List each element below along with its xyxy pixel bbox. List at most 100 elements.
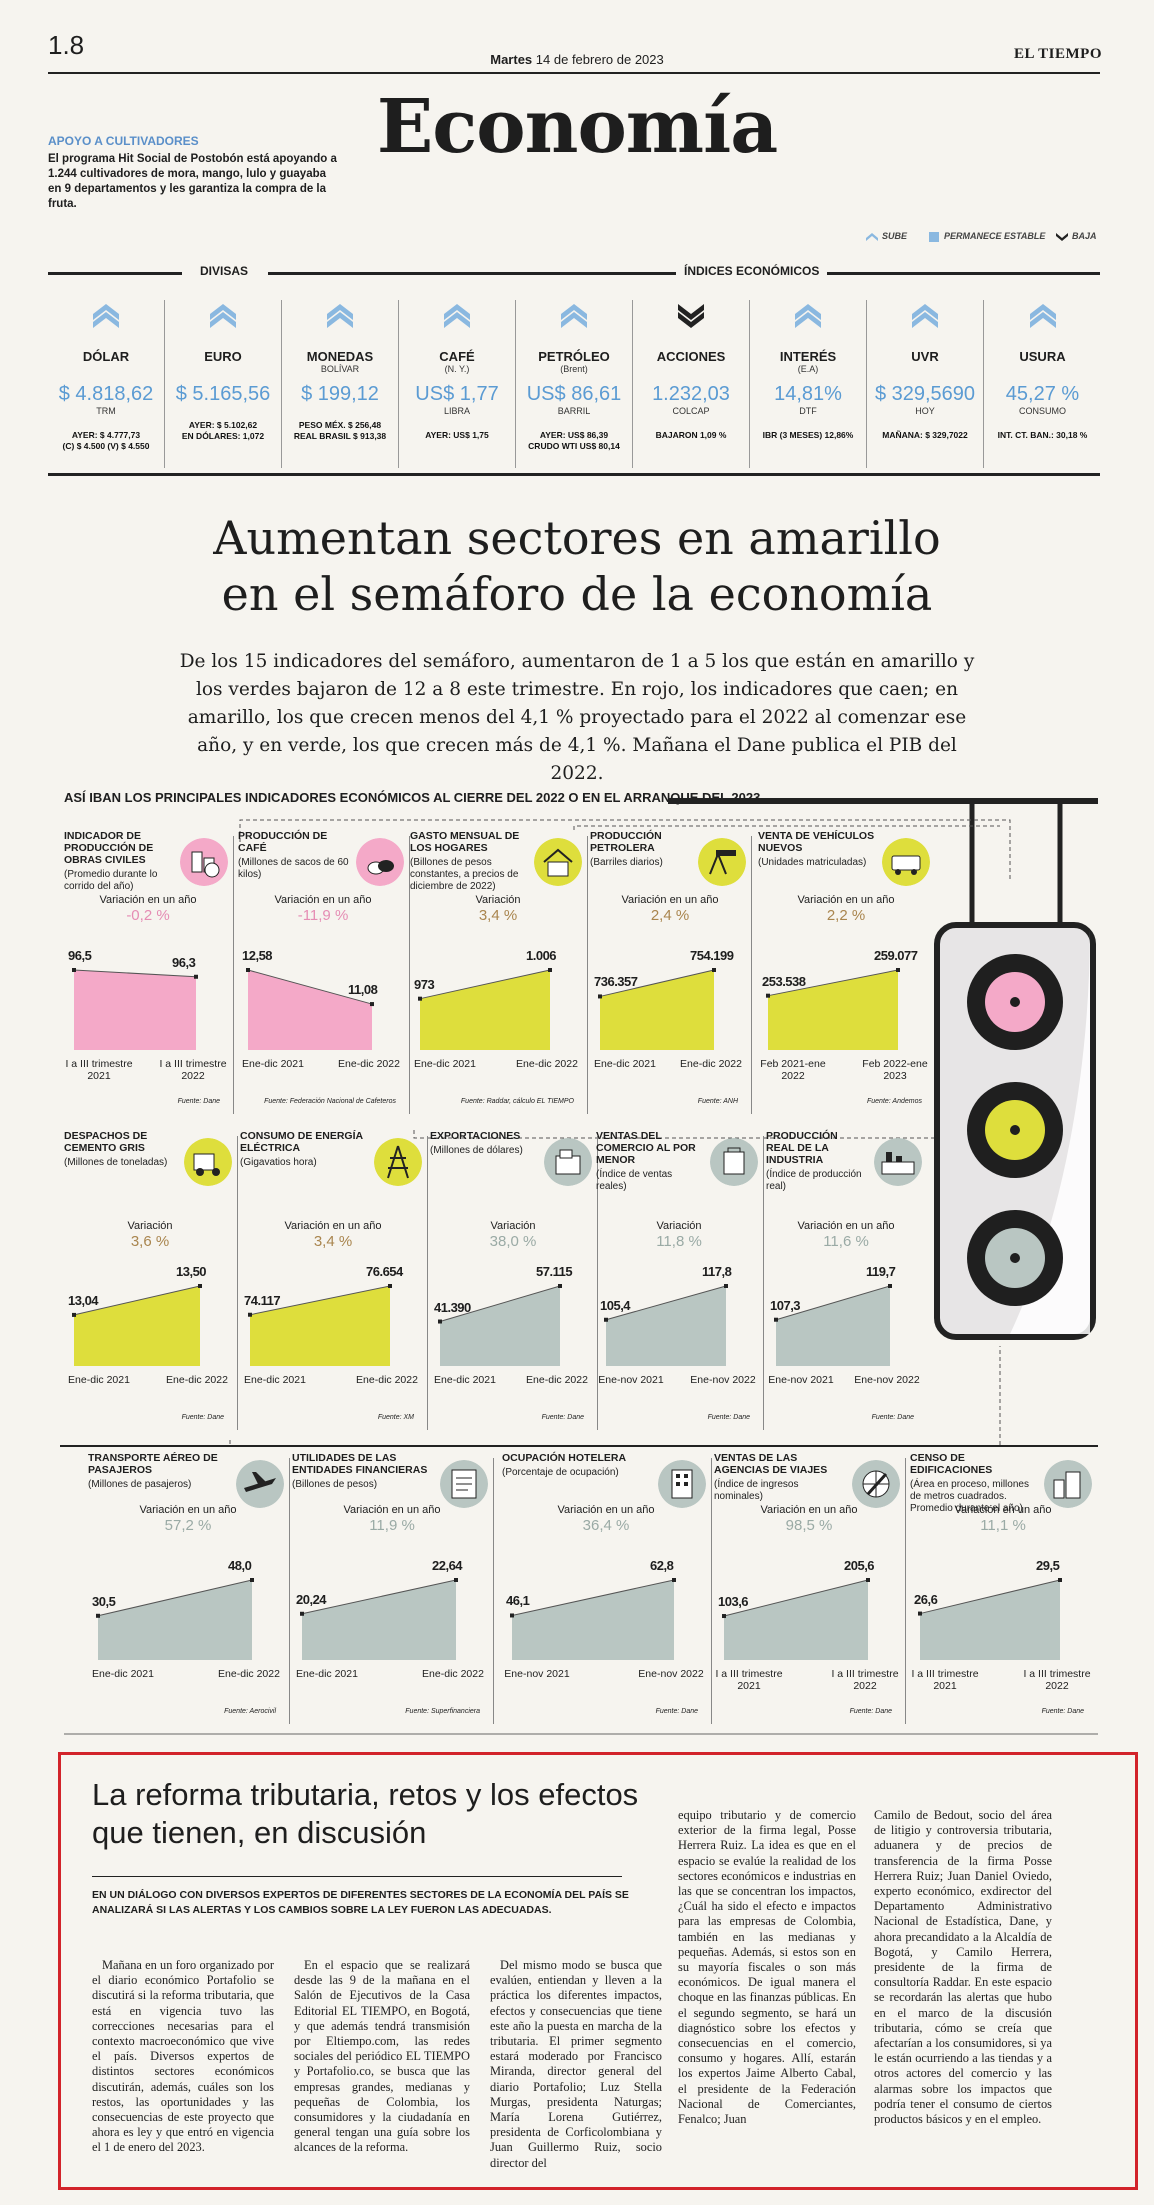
panel-source: Fuente: Superfinanciera (405, 1708, 480, 1715)
value-end-label: 119,7 (866, 1264, 896, 1279)
index-value: 45,27 % (1005, 383, 1080, 405)
point-start (604, 1317, 608, 1322)
variation-value: 3,4 % (313, 1233, 353, 1250)
indicator-area-chart (774, 1284, 892, 1366)
point-start (918, 1611, 922, 1616)
civil-works-icon (180, 838, 228, 886)
panel-source: Fuente: ANH (697, 1098, 738, 1105)
panel-divider (237, 1136, 238, 1430)
indicator-panel: VENTAS DE LAS AGENCIAS DE VIAJES (Índice … (714, 1452, 904, 1730)
panel-divider (233, 836, 234, 1114)
index-footnote: AYER: $ 4.777,73 (C) $ 4.500 (V) $ 4.550 (62, 430, 150, 451)
variation-label: Variación (127, 1220, 173, 1232)
index-name: CAFÉ (439, 349, 475, 364)
panel-subtitle: (Billones de pesos constantes, a precios… (410, 857, 519, 892)
value-end-label: 96,3 (172, 954, 196, 970)
x-label-start: Ene-dic 2021 (68, 1374, 130, 1386)
export-cargo-icon (544, 1138, 592, 1186)
x-label-end: Ene-nov 2022 (690, 1374, 756, 1386)
panel-source: Fuente: Dane (1041, 1708, 1084, 1715)
indicator-area-chart (96, 1578, 254, 1660)
x-label-end: I a III trimestre 2022 (159, 1058, 227, 1082)
up-arrow-icon (210, 304, 236, 328)
headline-line-2: en el semáforo de la economía (221, 567, 933, 621)
x-label-start: I a III trimestre 2021 (65, 1058, 133, 1082)
variation-label: Variación en un año (139, 1504, 237, 1516)
lamp-yellow-dot (1010, 1125, 1020, 1135)
bank-statement-icon (440, 1460, 488, 1508)
variation-value: -0,2 % (126, 907, 170, 924)
index-value: $ 329,5690 (874, 383, 976, 405)
x-label-end: Ene-dic 2022 (680, 1058, 742, 1070)
value-end-label: 1.006 (526, 948, 557, 963)
up-arrow-icon (561, 304, 587, 328)
indices-bottom-rule (48, 473, 1100, 476)
value-end-label: 11,08 (348, 982, 378, 998)
panel-subtitle: (Billones de pesos) (292, 1479, 378, 1490)
indicator-panel: VENTAS DEL COMERCIO AL POR MENOR (Índice … (596, 1130, 762, 1436)
date-rest: 14 de febrero de 2023 (535, 52, 664, 67)
article-column-2: En el espacio que se realizará desde las… (294, 1958, 470, 2155)
panel-subtitle: (Índice de ventas reales) (596, 1169, 673, 1192)
panel-subtitle: (Área en proceso, millones de metros cua… (910, 1479, 1029, 1514)
index-0: DÓLAR $ 4.818,62 TRM AYER: $ 4.777,73 (C) $ … (48, 300, 165, 468)
indicator-area-chart (722, 1578, 870, 1660)
variation-value: 98,5 % (785, 1517, 833, 1534)
point-end (896, 968, 900, 972)
panel-subtitle: (Millones de pasajeros) (88, 1479, 192, 1490)
panel-title: OCUPACIÓN HOTELERA (502, 1452, 627, 1464)
point-start (300, 1611, 304, 1616)
index-footnote: BAJARON 1,09 % (655, 430, 727, 440)
panel-source: Fuente: Dane (541, 1414, 584, 1421)
area-fill (512, 1580, 674, 1660)
index-name: EURO (204, 349, 242, 364)
panel-variation: Variación en un año 2,2 % (796, 894, 896, 923)
traffic-light-wires (60, 798, 1098, 1735)
index-unit: LIBRA (443, 406, 470, 416)
variation-label: Variación (656, 1220, 702, 1232)
value-end-label: 754.199 (690, 948, 734, 963)
index-7: UVR $ 329,5690 HOY MAÑANA: $ 329,7022 (867, 300, 984, 468)
point-start (248, 1312, 252, 1317)
up-arrow-icon (795, 304, 821, 328)
up-arrow-icon (866, 232, 878, 241)
x-label-start: Ene-dic 2021 (242, 1058, 304, 1070)
x-label-end: Ene-nov 2022 (638, 1668, 704, 1680)
area-fill (420, 970, 550, 1050)
panel-subtitle: (Porcentaje de ocupación) (502, 1467, 619, 1478)
variation-label: Variación (490, 1220, 536, 1232)
point-end (250, 1578, 254, 1582)
panel-variation: Variación en un año 2,4 % (620, 894, 720, 923)
indicator-area-chart (72, 1284, 202, 1366)
panel-title: GASTO MENSUAL DE LOS HOGARES (410, 830, 520, 854)
area-top-line (511, 1579, 675, 1616)
up-arrow-icon (912, 304, 938, 328)
x-label-end: I a III trimestre 2022 (1023, 1668, 1091, 1692)
panel-title: TRANSPORTE AÉREO DE PASAJEROS (88, 1452, 218, 1476)
panel-source: Fuente: Dane (181, 1414, 224, 1421)
point-start (246, 968, 250, 972)
up-arrow-icon (327, 304, 353, 328)
house-icon (534, 838, 582, 886)
area-top-line (439, 1285, 561, 1322)
value-end-label: 62,8 (650, 1558, 674, 1573)
value-start-label: 20,24 (296, 1591, 327, 1607)
area-top-line (73, 969, 197, 978)
header-rule (48, 72, 1100, 74)
point-end (370, 1002, 374, 1007)
panel-divider (409, 836, 410, 1114)
point-start (598, 994, 602, 999)
index-value: $ 5.165,56 (175, 383, 271, 405)
x-label-end: Ene-dic 2022 (338, 1058, 400, 1070)
value-end-label: 29,5 (1036, 1558, 1060, 1573)
page-number: 1.8 (48, 30, 85, 60)
area-top-line (97, 1579, 253, 1617)
index-name: PETRÓLEO (538, 349, 610, 364)
panel-title: VENTAS DEL COMERCIO AL POR MENOR (596, 1130, 696, 1166)
index-3: CAFÉ (N. Y.) US$ 1,77 LIBRA AYER: US$ 1,75 (399, 300, 516, 468)
panel-variation: Variación en un año 57,2 % (138, 1504, 238, 1533)
point-end (888, 1284, 892, 1288)
index-footnote: AYER: US$ 1,75 (425, 430, 489, 440)
hotel-building-icon (658, 1460, 706, 1508)
article-kicker: EN UN DIÁLOGO CON DIVERSOS EXPERTOS DE D… (92, 1889, 629, 1916)
